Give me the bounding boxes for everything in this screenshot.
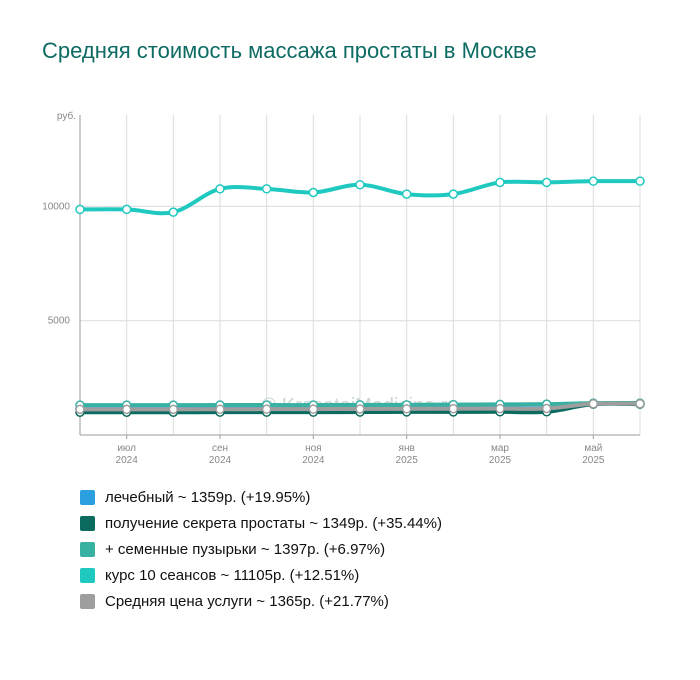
legend-swatch bbox=[80, 567, 95, 583]
data-point bbox=[75, 404, 85, 415]
data-point bbox=[401, 404, 412, 414]
legend-swatch bbox=[80, 489, 95, 505]
legend-label: Средняя цена услуги ~ 1365р. (+21.77%) bbox=[105, 592, 389, 610]
data-point bbox=[495, 403, 505, 414]
price-line-chart: 500010000руб.июл2024сен2024ноя2024янв202… bbox=[42, 110, 645, 466]
x-tick-label-month: май bbox=[584, 443, 602, 454]
legend-swatch bbox=[80, 593, 95, 609]
data-point bbox=[495, 177, 505, 188]
data-point bbox=[215, 184, 225, 194]
data-point bbox=[588, 176, 599, 186]
y-tick-label: 5000 bbox=[48, 316, 71, 327]
data-point bbox=[75, 204, 85, 215]
data-point bbox=[308, 404, 319, 414]
x-tick-label-month: мар bbox=[491, 443, 509, 454]
data-point bbox=[541, 403, 552, 414]
legend-item: лечебный ~ 1359р. (+19.95%) bbox=[80, 484, 442, 510]
data-point bbox=[448, 403, 459, 414]
chart-title: Средняя стоимость массажа простаты в Мос… bbox=[42, 38, 537, 63]
data-point bbox=[215, 404, 225, 415]
data-point bbox=[308, 187, 319, 198]
x-tick-label-month: сен bbox=[212, 443, 228, 454]
x-tick-label-year: 2025 bbox=[396, 455, 419, 466]
data-point bbox=[355, 404, 365, 414]
series-3 bbox=[75, 176, 645, 217]
x-tick-label-year: 2024 bbox=[209, 455, 232, 466]
data-point bbox=[541, 177, 552, 188]
legend-label: получение секрета простаты ~ 1349р. (+35… bbox=[105, 514, 442, 532]
data-point bbox=[261, 404, 272, 414]
data-point bbox=[168, 207, 179, 217]
x-tick-label-month: июл bbox=[117, 443, 136, 454]
x-tick-label-year: 2025 bbox=[489, 455, 512, 466]
data-point bbox=[401, 189, 412, 199]
x-tick-label-year: 2024 bbox=[302, 455, 325, 466]
series-4 bbox=[75, 399, 645, 415]
data-point bbox=[635, 399, 645, 409]
data-point bbox=[355, 179, 365, 190]
data-point bbox=[635, 176, 645, 186]
legend-item: + семенные пузырьки ~ 1397р. (+6.97%) bbox=[80, 536, 442, 562]
legend-label: курс 10 сеансов ~ 11105р. (+12.51%) bbox=[105, 566, 360, 584]
data-point bbox=[261, 184, 272, 194]
data-point bbox=[168, 404, 179, 415]
data-point bbox=[588, 399, 599, 409]
x-tick-label-year: 2024 bbox=[116, 455, 139, 466]
legend-label: лечебный ~ 1359р. (+19.95%) bbox=[105, 488, 311, 506]
legend-swatch bbox=[80, 515, 95, 531]
data-point bbox=[121, 204, 132, 215]
x-tick-label-month: янв bbox=[399, 443, 415, 454]
x-tick-label-month: ноя bbox=[305, 443, 322, 454]
legend-label: + семенные пузырьки ~ 1397р. (+6.97%) bbox=[105, 540, 386, 558]
legend-item: курс 10 сеансов ~ 11105р. (+12.51%) bbox=[80, 562, 442, 588]
data-point bbox=[121, 404, 132, 415]
legend-item: получение секрета простаты ~ 1349р. (+35… bbox=[80, 510, 442, 536]
y-axis-unit: руб. bbox=[57, 110, 76, 122]
chart-legend: лечебный ~ 1359р. (+19.95%) получение сек… bbox=[80, 484, 442, 614]
legend-item: Средняя цена услуги ~ 1365р. (+21.77%) bbox=[80, 588, 442, 614]
x-tick-label-year: 2025 bbox=[582, 455, 605, 466]
data-point bbox=[448, 189, 459, 199]
y-tick-label: 10000 bbox=[42, 201, 70, 212]
legend-swatch bbox=[80, 541, 95, 557]
